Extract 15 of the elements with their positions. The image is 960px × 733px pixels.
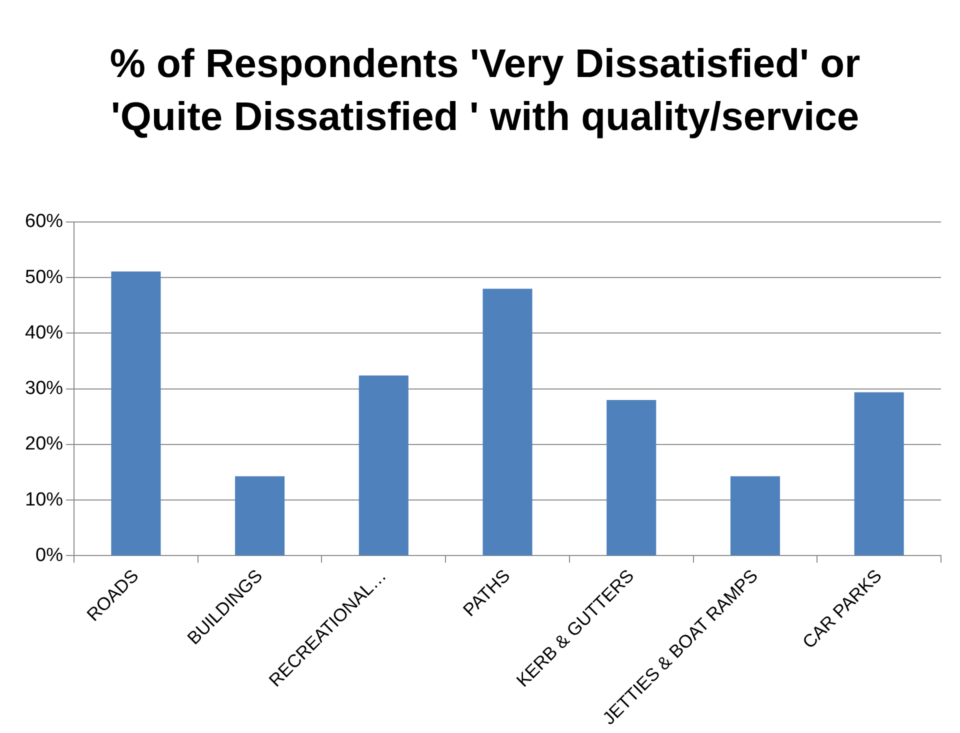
y-tick-label: 0% <box>36 544 64 566</box>
bar <box>854 392 904 556</box>
y-tick-label: 50% <box>24 266 64 288</box>
bar <box>606 400 656 556</box>
bar <box>482 288 532 556</box>
bar <box>111 272 161 556</box>
y-tick-label: 60% <box>24 211 64 232</box>
chart-title: % of Respondents 'Very Dissatisfied' or 'Quite Dissatisfied ' with quality/service <box>108 41 862 141</box>
bar <box>730 476 780 556</box>
bar <box>358 376 408 556</box>
y-tick-label: 20% <box>24 434 64 455</box>
bar <box>235 476 285 556</box>
y-tick-label: 10% <box>24 489 64 510</box>
y-tick-label: 40% <box>24 322 64 344</box>
y-tick-label: 30% <box>24 378 64 400</box>
